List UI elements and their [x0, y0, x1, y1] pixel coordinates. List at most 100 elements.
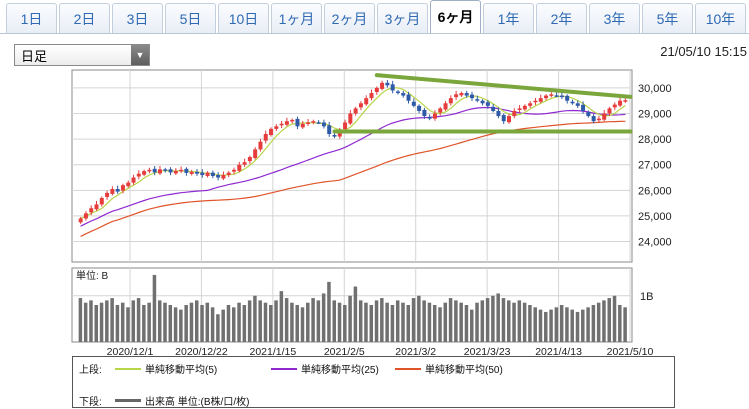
volume-bar: [295, 305, 299, 342]
price-panel: [71, 69, 633, 263]
tab-13[interactable]: 5年: [642, 3, 693, 33]
legend-item-sma5: 単純移動平均(5): [115, 361, 217, 376]
volume-bar: [464, 305, 469, 342]
candle-body: [432, 113, 437, 119]
volume-bar: [290, 302, 294, 342]
candle-body: [374, 87, 379, 93]
candle-body: [380, 82, 385, 89]
volume-bar: [337, 302, 342, 342]
volume-bar: [126, 307, 130, 342]
tab-2[interactable]: 2日: [59, 3, 110, 33]
candle-body: [459, 93, 464, 96]
volume-bar: [570, 309, 574, 342]
period-tabs: 1日 2日 3日 5日 10日 1ヶ月 2ヶ月 3ヶ月 6ヶ月 1年 2年 3年 5年 10年: [0, 0, 749, 34]
volume-bar: [517, 300, 522, 342]
candle-body: [194, 171, 199, 174]
tab-9[interactable]: 6ヶ月: [430, 0, 481, 33]
tab-6[interactable]: 1ヶ月: [271, 3, 322, 33]
volume-bar: [438, 307, 442, 342]
volume-bar: [120, 302, 125, 342]
candle-body: [200, 172, 205, 175]
tab-10[interactable]: 1年: [483, 3, 534, 33]
tab-12[interactable]: 3年: [589, 3, 640, 33]
volume-bar: [110, 298, 114, 342]
volume-bar: [300, 307, 305, 342]
volume-bar: [459, 302, 463, 342]
tab-3[interactable]: 3日: [112, 3, 163, 33]
candle-body: [147, 169, 152, 172]
tab-8[interactable]: 3ヶ月: [377, 3, 428, 33]
period-select[interactable]: 日足 ▼: [14, 44, 150, 66]
candle-body: [110, 189, 115, 194]
candle-body: [358, 103, 363, 108]
volume-bar: [533, 307, 537, 342]
volume-bar: [417, 295, 421, 342]
x-tick-label: 2021/3/23: [464, 346, 511, 356]
volume-bar: [454, 300, 458, 342]
x-tick-label: 2021/4/13: [535, 346, 582, 356]
candle-body: [485, 102, 490, 106]
tab-7[interactable]: 2ヶ月: [324, 3, 375, 33]
volume-bar: [105, 300, 109, 342]
candle-body: [295, 118, 300, 127]
tab-1[interactable]: 1日: [6, 3, 57, 33]
volume-bar: [237, 302, 241, 342]
tab-14[interactable]: 10年: [695, 3, 746, 33]
candle-body: [475, 99, 480, 101]
candle-body: [501, 115, 506, 122]
volume-bar: [549, 309, 553, 342]
candle-body: [290, 119, 295, 122]
tab-5[interactable]: 10日: [218, 3, 269, 33]
chart-legend: 上段: 単純移動平均(5) 単純移動平均(25) 単純移動平均(50) 下段: …: [72, 356, 675, 408]
volume-bar: [565, 307, 569, 342]
candle-body: [528, 103, 533, 106]
candle-body: [591, 116, 596, 122]
legend-item-sma25: 単純移動平均(25): [271, 361, 379, 376]
volume-bar: [544, 311, 548, 342]
volume-bar: [348, 295, 352, 342]
candle-body: [327, 125, 332, 134]
tab-4[interactable]: 5日: [165, 3, 216, 33]
period-select-value: 日足: [21, 48, 48, 64]
y-tick-label: 28,000: [638, 134, 672, 146]
volume-bar: [343, 305, 347, 342]
candle-body: [390, 84, 395, 91]
triangle-down-icon[interactable]: ▼: [131, 45, 149, 65]
candle-body: [115, 189, 120, 192]
volume-bar: [247, 300, 252, 342]
candle-body: [491, 106, 496, 111]
volume-bar: [512, 302, 516, 342]
volume-bar: [284, 298, 289, 342]
volume-bar: [99, 302, 104, 342]
volume-bar: [131, 300, 136, 342]
candle-body: [242, 162, 247, 165]
volume-bar: [575, 311, 580, 342]
volume-bar: [94, 305, 99, 342]
candle-body: [311, 121, 316, 123]
candle-body: [189, 171, 194, 174]
candle-body: [385, 82, 390, 86]
volume-bar: [147, 302, 151, 342]
tab-11[interactable]: 2年: [536, 3, 587, 33]
x-tick-label: 2020/12/1: [107, 346, 154, 356]
candle-body: [353, 108, 358, 114]
volume-bar: [491, 295, 495, 342]
volume-bar: [136, 298, 141, 342]
candle-body: [480, 100, 485, 104]
candle-body: [517, 108, 522, 110]
volume-bar: [274, 300, 278, 342]
volume-bar: [216, 314, 220, 342]
volume-bar: [485, 298, 490, 342]
candle-body: [454, 94, 459, 98]
candle-body: [348, 113, 353, 124]
candle-body: [332, 135, 337, 137]
candle-body: [226, 172, 231, 175]
candle-body: [565, 95, 570, 101]
candle-body: [126, 182, 131, 187]
candle-body: [78, 218, 83, 223]
volume-bar: [602, 300, 606, 342]
candle-body: [411, 101, 416, 106]
candle-body: [216, 174, 221, 178]
legend-item-sma50: 単純移動平均(50): [395, 361, 503, 376]
candle-body: [417, 105, 422, 111]
